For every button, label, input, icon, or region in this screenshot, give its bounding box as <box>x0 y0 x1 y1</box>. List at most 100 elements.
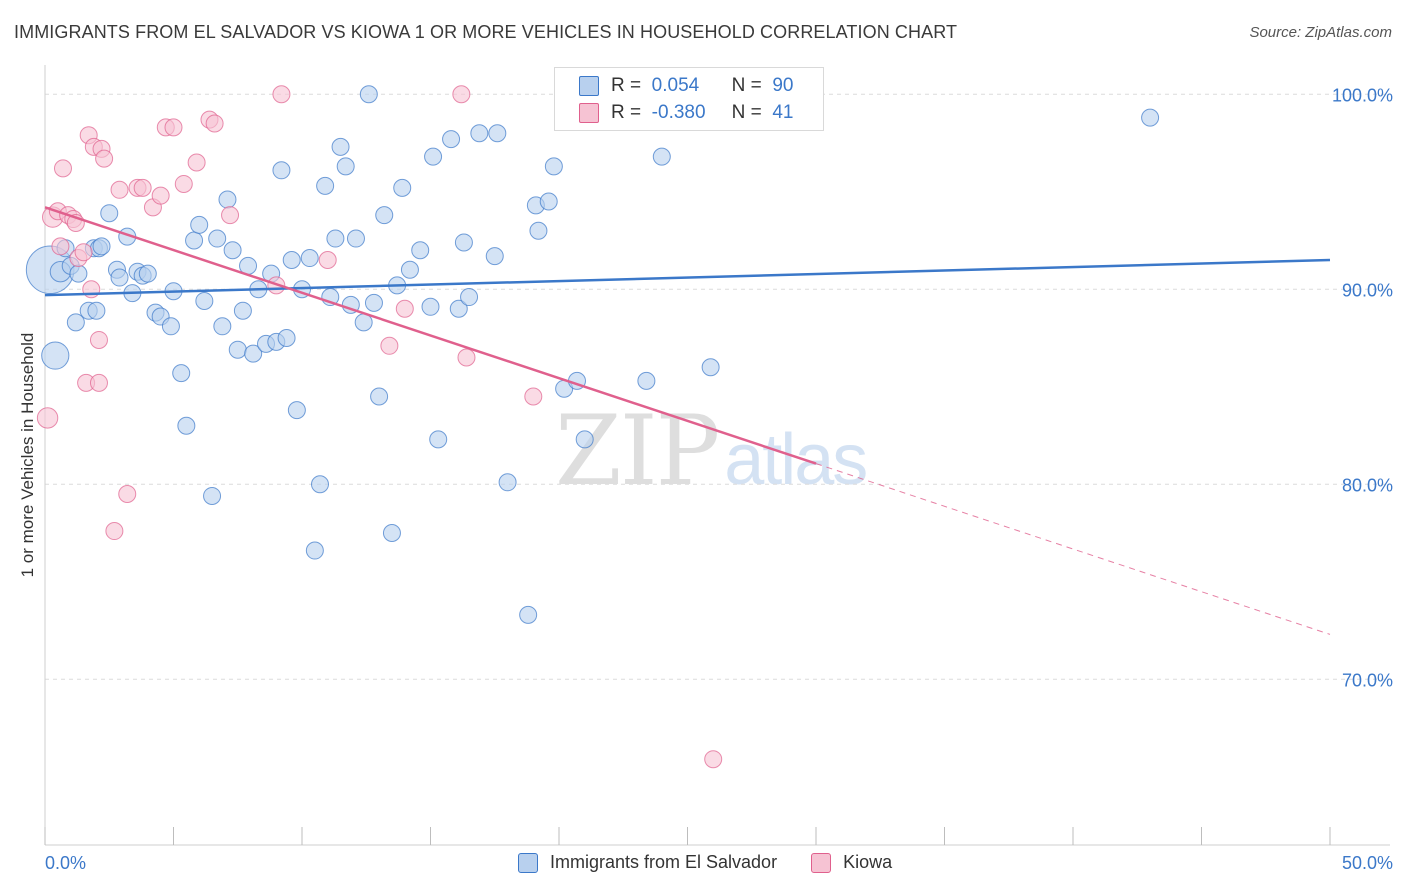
point-kiowa <box>95 149 114 168</box>
point-kiowa <box>133 178 152 197</box>
point-el-salvador <box>161 317 180 336</box>
y-tick-label: 80.0% <box>1342 475 1393 495</box>
point-el-salvador <box>287 401 306 420</box>
legend-swatch-pink <box>579 103 599 123</box>
chart-title: IMMIGRANTS FROM EL SALVADOR VS KIOWA 1 O… <box>14 22 958 42</box>
point-kiowa <box>118 485 137 503</box>
legend-item-kiowa[interactable]: Kiowa <box>811 852 892 873</box>
point-el-salvador <box>244 344 263 363</box>
point-el-salvador <box>213 317 232 336</box>
point-el-salvador <box>92 237 111 256</box>
point-el-salvador <box>316 176 335 195</box>
legend-n-label: N = <box>731 75 762 96</box>
point-el-salvador <box>429 430 448 449</box>
legend-n-value: 90 <box>772 75 794 96</box>
point-el-salvador <box>359 85 378 104</box>
point-el-salvador <box>277 329 296 347</box>
point-el-salvador <box>110 268 129 287</box>
point-el-salvador <box>470 124 489 143</box>
point-el-salvador <box>272 161 291 180</box>
trendline-kiowa-extension <box>815 463 1331 635</box>
legend-row-el-salvador: R = 0.054 N = 90 <box>579 74 793 98</box>
legend-label-el-salvador: Immigrants from El Salvador <box>550 852 778 872</box>
point-el-salvador <box>282 251 301 269</box>
point-el-salvador <box>460 288 479 307</box>
legend-row-kiowa: R = -0.380 N = 41 <box>579 101 793 125</box>
legend-r-label: R = <box>611 75 642 96</box>
point-el-salvador <box>701 358 720 377</box>
trendline-el-salvador <box>44 258 1331 297</box>
x-tick-label: 50.0% <box>1342 853 1393 873</box>
point-kiowa <box>272 85 291 104</box>
point-el-salvador <box>421 297 440 316</box>
point-el-salvador <box>498 473 517 492</box>
point-el-salvador <box>400 260 419 279</box>
point-el-salvador <box>177 416 196 435</box>
point-kiowa <box>89 373 108 392</box>
legend-r-label: R = <box>611 102 642 123</box>
y-tick-label: 100.0% <box>1332 85 1393 105</box>
point-kiowa <box>457 348 476 367</box>
point-kiowa <box>704 750 723 769</box>
point-kiowa <box>51 237 70 256</box>
point-el-salvador <box>100 204 119 223</box>
point-el-salvador <box>223 241 242 260</box>
point-el-salvador <box>449 299 468 318</box>
point-el-salvador <box>393 178 412 197</box>
point-kiowa <box>221 206 240 225</box>
point-el-salvador <box>485 247 504 266</box>
point-el-salvador <box>326 229 345 248</box>
legend-swatch-blue <box>518 852 538 873</box>
point-el-salvador <box>66 313 85 332</box>
point-kiowa <box>164 118 183 137</box>
point-el-salvador <box>454 233 473 252</box>
x-tick-label: 0.0% <box>45 853 86 873</box>
point-el-salvador <box>195 291 214 310</box>
point-el-salvador <box>208 229 227 248</box>
point-el-salvador <box>364 293 383 312</box>
point-el-salvador <box>190 215 209 234</box>
point-el-salvador <box>529 221 548 240</box>
point-el-salvador <box>382 524 401 542</box>
point-kiowa <box>53 159 72 178</box>
point-kiowa <box>187 153 206 172</box>
legend-label-kiowa: Kiowa <box>843 852 893 872</box>
point-kiowa <box>395 299 414 318</box>
point-el-salvador <box>69 264 88 283</box>
point-el-salvador <box>331 137 350 156</box>
point-kiowa <box>524 387 543 406</box>
point-el-salvador <box>300 249 319 268</box>
point-el-salvador <box>652 147 671 166</box>
point-el-salvador <box>575 430 594 449</box>
point-kiowa <box>89 330 108 349</box>
point-el-salvador <box>375 206 394 225</box>
point-el-salvador <box>442 130 461 149</box>
point-el-salvador <box>172 364 191 383</box>
point-el-salvador <box>346 229 365 248</box>
legend-item-el-salvador[interactable]: Immigrants from El Salvador <box>518 852 777 873</box>
point-kiowa <box>380 336 399 355</box>
point-kiowa <box>318 251 337 269</box>
point-kiowa <box>110 180 129 199</box>
point-el-salvador <box>305 541 324 560</box>
y-tick-label: 90.0% <box>1342 280 1393 300</box>
point-el-salvador <box>637 371 656 390</box>
legend-r-value: -0.380 <box>651 102 706 123</box>
legend-swatch-blue <box>579 76 599 96</box>
point-el-salvador <box>233 301 252 320</box>
point-el-salvador <box>424 147 443 166</box>
legend-swatch-pink <box>811 852 832 873</box>
point-el-salvador <box>370 387 389 406</box>
point-el-salvador <box>203 486 222 505</box>
point-el-salvador <box>1141 108 1160 127</box>
point-kiowa <box>105 522 124 541</box>
point-el-salvador <box>336 157 355 176</box>
point-el-salvador <box>41 341 70 370</box>
correlation-legend: R = 0.054 N = 90 R = -0.380 N = 41 <box>554 67 824 131</box>
legend-n-value: 41 <box>772 102 794 123</box>
source-label: Source: ZipAtlas.com <box>1249 24 1392 41</box>
y-tick-label: 70.0% <box>1342 670 1393 690</box>
point-el-salvador <box>411 241 430 260</box>
point-el-salvador <box>544 157 563 176</box>
point-kiowa <box>205 114 224 133</box>
